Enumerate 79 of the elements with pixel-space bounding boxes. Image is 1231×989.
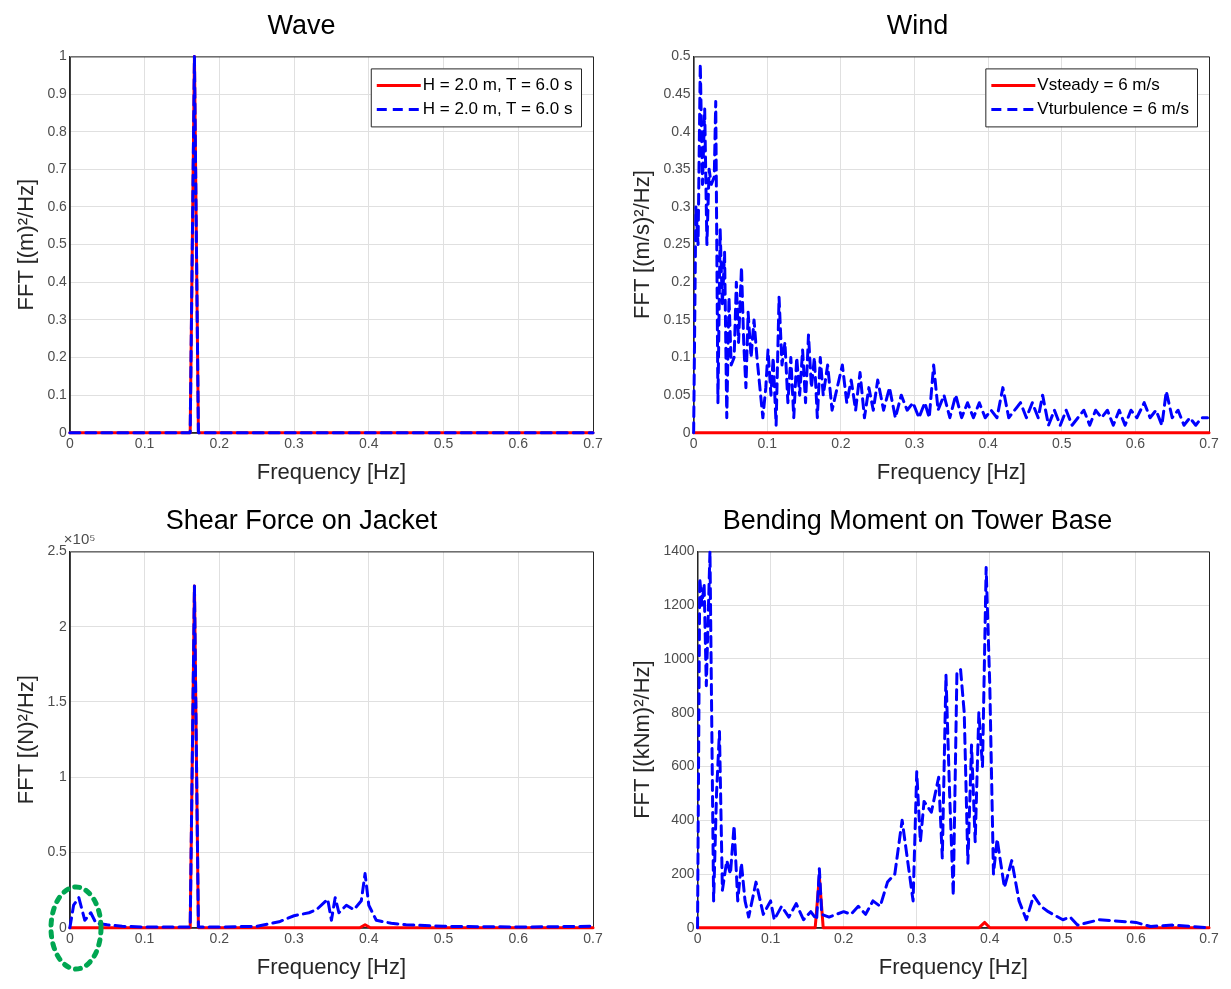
y-tick-label: 0 <box>59 918 68 935</box>
x-axis-title: Frequency [Hz] <box>256 458 407 484</box>
x-tick-label: 0.5 <box>1052 435 1072 452</box>
chart-title: Shear Force on Jacket <box>165 504 438 535</box>
y-tick-label: 1 <box>59 768 68 785</box>
x-tick-label: 0.3 <box>904 435 925 452</box>
y-tick-label: 600 <box>671 757 695 774</box>
x-tick-label: 0.6 <box>1126 930 1146 947</box>
y-axis-title: FFT [(N)²/Hz] <box>13 675 39 805</box>
y-tick-label: 0 <box>682 423 691 440</box>
x-tick-label: 0.4 <box>980 930 1000 947</box>
y-tick-label: 0.35 <box>663 160 691 177</box>
y-tick-label: 0 <box>59 423 68 440</box>
y-tick-label: 1400 <box>663 542 695 559</box>
y-tick-label: 1 <box>59 47 68 64</box>
x-tick-label: 0.2 <box>831 435 851 452</box>
x-tick-label: 0.6 <box>508 930 529 947</box>
y-tick-label: 0.9 <box>47 84 68 101</box>
y-tick-label: 0.1 <box>671 348 691 365</box>
y-tick-label: 0 <box>686 918 695 935</box>
x-tick-label: 0.6 <box>508 435 529 452</box>
x-tick-label: 0.5 <box>433 930 454 947</box>
y-tick-label: 0.15 <box>663 310 691 327</box>
y-tick-label: 0.45 <box>663 84 691 101</box>
legend-label: H = 2.0 m, T = 6.0 s <box>422 99 573 119</box>
y-tick-label: 0.5 <box>671 47 691 64</box>
x-tick-label: 0.6 <box>1125 435 1146 452</box>
y-tick-label: 0.3 <box>671 197 691 214</box>
y-axis-title: FFT [(kNm)²/Hz] <box>629 660 655 819</box>
x-tick-label: 0.1 <box>760 930 781 947</box>
y-tick-label: 0.2 <box>671 273 691 290</box>
legend-label: Vsteady = 6 m/s <box>1037 75 1160 95</box>
y-tick-label: 0.4 <box>47 273 68 290</box>
x-tick-label: 0.2 <box>209 435 230 452</box>
y-axis-title: FFT [(m)²/Hz] <box>13 178 39 311</box>
y-tick-label: 1.5 <box>47 692 68 709</box>
legend-label: Vturbulence = 6 m/s <box>1037 99 1190 119</box>
x-tick-label: 0.4 <box>359 930 379 947</box>
y-tick-label: 0.4 <box>671 122 691 139</box>
x-tick-label: 0.5 <box>433 435 454 452</box>
x-tick-label: 0.7 <box>583 930 603 947</box>
y-tick-label: 0.6 <box>47 197 68 214</box>
y-tick-label: 1000 <box>663 649 695 666</box>
x-tick-label: 0.1 <box>757 435 778 452</box>
y-tick-label: 2 <box>59 617 68 634</box>
y-tick-label: 0.7 <box>47 160 68 177</box>
y-tick-label: 200 <box>671 864 695 881</box>
chart-title: Bending Moment on Tower Base <box>722 504 1113 535</box>
x-tick-label: 0.4 <box>359 435 379 452</box>
legend-label: H = 2.0 m, T = 6.0 s <box>422 75 573 95</box>
x-tick-label: 0.5 <box>1053 930 1073 947</box>
chart-title: Wave <box>267 9 336 40</box>
y-axis-title: FFT [(m/s)²/Hz] <box>629 170 655 319</box>
y-tick-label: 0.05 <box>663 386 691 403</box>
x-tick-label: 0.1 <box>134 930 155 947</box>
y-tick-label: 0.3 <box>47 310 68 327</box>
x-tick-label: 0.7 <box>583 435 603 452</box>
x-tick-label: 0.2 <box>209 930 230 947</box>
x-tick-label: 0.4 <box>978 435 999 452</box>
y-tick-label: 800 <box>671 703 695 720</box>
y-tick-label: 0.5 <box>47 843 68 860</box>
y-tick-label: 0.2 <box>47 348 68 365</box>
x-tick-label: 0.3 <box>907 930 927 947</box>
y-tick-label: 0.1 <box>47 386 68 403</box>
x-axis-title: Frequency [Hz] <box>256 953 407 979</box>
x-tick-label: 0.7 <box>1199 435 1219 452</box>
x-tick-label: 0.1 <box>134 435 155 452</box>
y-tick-label: 0.5 <box>47 235 68 252</box>
chart-title: Wind <box>886 9 949 40</box>
y-tick-label: 0.25 <box>663 235 691 252</box>
y-tick-label: 0.8 <box>47 122 68 139</box>
x-tick-label: 0.3 <box>284 930 305 947</box>
x-tick-label: 0.2 <box>833 930 854 947</box>
y-tick-label: 1200 <box>663 596 695 613</box>
y-tick-label: 400 <box>671 811 695 828</box>
x-axis-title: Frequency [Hz] <box>876 458 1026 484</box>
x-axis-title: Frequency [Hz] <box>878 953 1028 979</box>
x-tick-label: 0.3 <box>284 435 305 452</box>
x-tick-label: 0.7 <box>1199 930 1219 947</box>
